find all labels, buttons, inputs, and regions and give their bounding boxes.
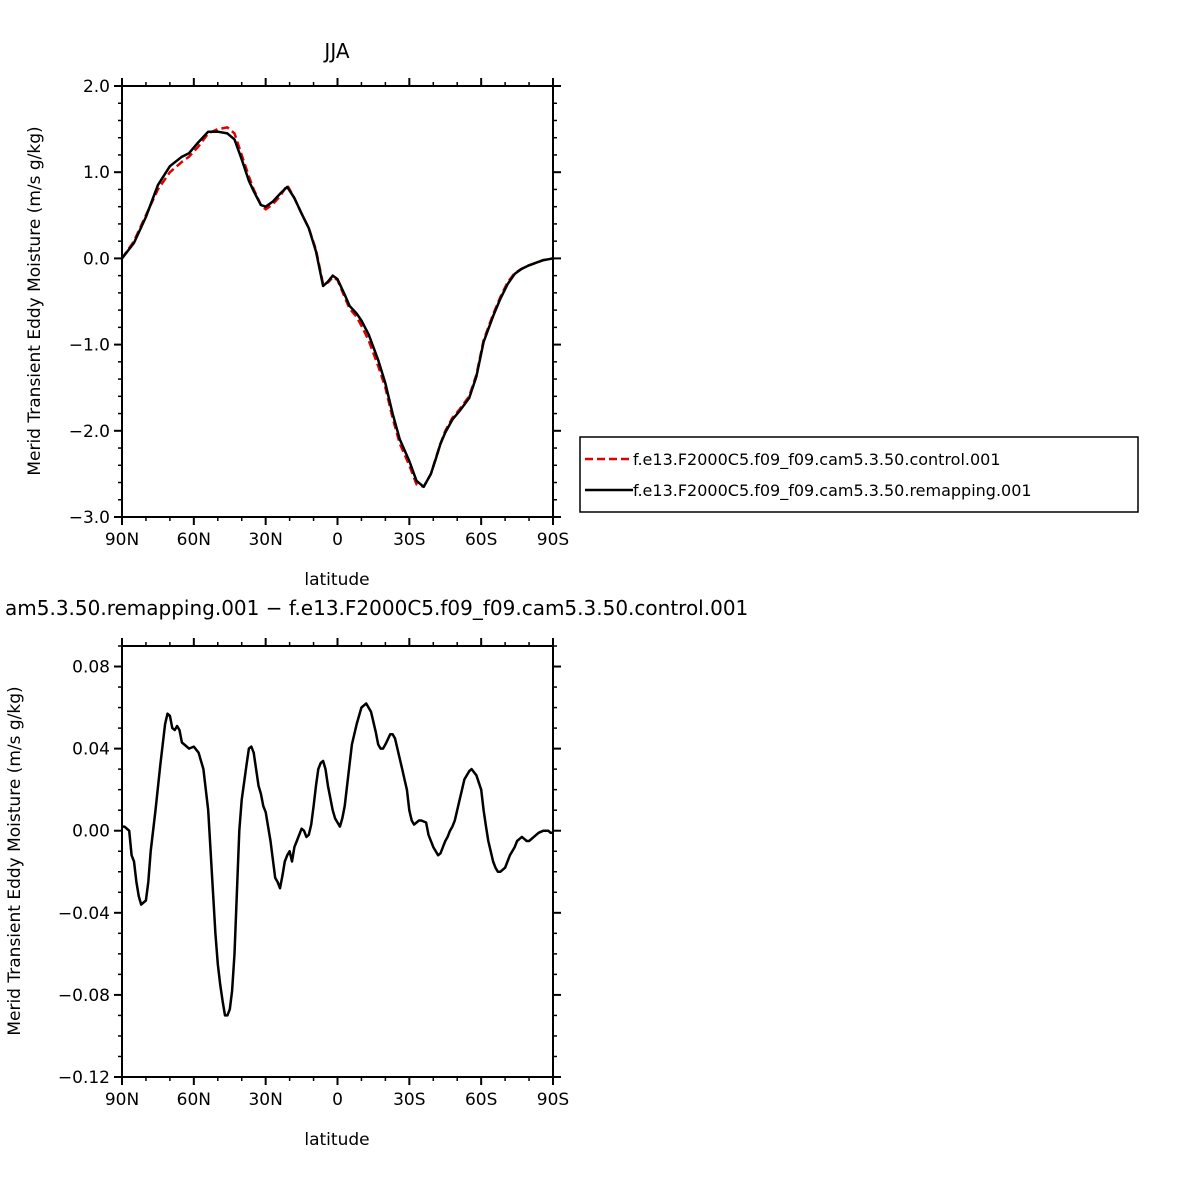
x-tick-label: 30S [393, 1090, 425, 1110]
x-tick-label: 60S [465, 530, 497, 550]
top-plot-title: JJA [322, 39, 349, 63]
bottom-plot-title: am5.3.50.remapping.001 − f.e13.F2000C5.f… [5, 596, 748, 620]
x-tick-label: 30N [248, 1090, 282, 1110]
x-tick-label: 90N [105, 530, 139, 550]
legend-box [579, 436, 1139, 513]
top-plot-ticks: 90N 60N 30N 0 30S 60S 90S −3.0 −2.0 −1.0 0.0 1.0 2.0 [69, 77, 570, 550]
y-tick-label: −2.0 [69, 422, 110, 442]
y-tick-label: 1.0 [83, 163, 110, 183]
y-tick-label: −0.12 [58, 1068, 110, 1088]
top-plot-frame [121, 85, 554, 518]
top-plot: JJA 90N 60N 30N 0 30S 60S 90S −3.0 −2.0 −1.0 0.0 1.… [25, 39, 1139, 590]
series-line-control [120, 126, 554, 489]
y-tick-label: −3.0 [69, 508, 110, 528]
x-tick-label: 90S [537, 1090, 569, 1110]
legend: f.e13.F2000C5.f09_f09.cam5.3.50.control.… [579, 436, 1139, 513]
x-tick-label: 60S [465, 1090, 497, 1110]
y-tick-label: −0.08 [58, 986, 110, 1006]
x-tick-label: 30N [248, 530, 282, 550]
y-tick-label: 0.0 [83, 249, 110, 269]
x-tick-label: 0 [332, 1090, 343, 1110]
top-plot-y-axis-title: Merid Transient Eddy Moisture (m/s g/kg) [25, 126, 45, 475]
bottom-plot-frame [121, 645, 554, 1078]
bottom-plot-y-axis-title: Merid Transient Eddy Moisture (m/s g/kg) [5, 686, 25, 1035]
x-tick-label: 60N [177, 530, 211, 550]
series-line-remapping [121, 130, 554, 489]
legend-label-remapping: f.e13.F2000C5.f09_f09.cam5.3.50.remappin… [633, 481, 1032, 501]
legend-label-control: f.e13.F2000C5.f09_f09.cam5.3.50.control.… [633, 450, 1001, 470]
y-tick-label: −1.0 [69, 336, 110, 356]
top-plot-x-axis-title: latitude [304, 570, 369, 590]
x-tick-label: 0 [332, 530, 343, 550]
y-tick-label: 0.04 [72, 740, 110, 760]
series-line-difference [122, 702, 553, 1017]
top-plot-lines [120, 126, 554, 489]
y-tick-label: 0.08 [72, 658, 110, 678]
bottom-plot: am5.3.50.remapping.001 − f.e13.F2000C5.f… [5, 596, 748, 1150]
bottom-plot-x-axis-title: latitude [304, 1130, 369, 1150]
y-tick-label: −0.04 [58, 904, 110, 924]
y-tick-label: 0.00 [72, 822, 110, 842]
bottom-plot-lines [122, 702, 553, 1017]
x-tick-label: 60N [177, 1090, 211, 1110]
x-tick-label: 90N [105, 1090, 139, 1110]
x-tick-label: 90S [537, 530, 569, 550]
y-tick-label: 2.0 [83, 77, 110, 97]
x-tick-label: 30S [393, 530, 425, 550]
